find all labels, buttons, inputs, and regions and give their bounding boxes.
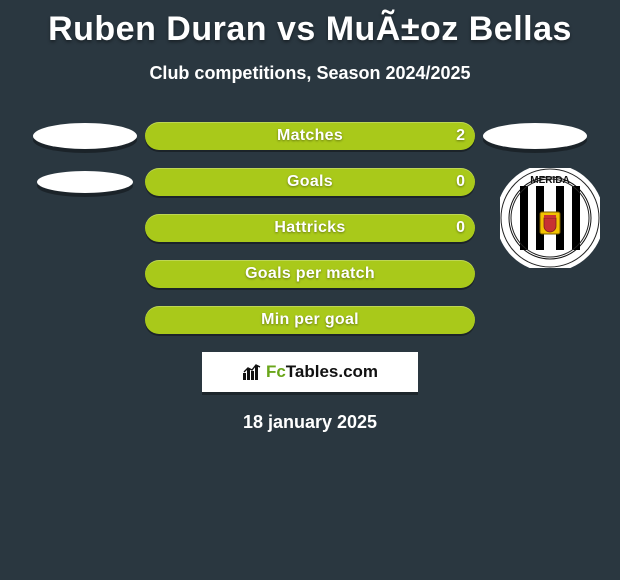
date-label: 18 january 2025 [0, 412, 620, 433]
attribution-prefix: Fc [266, 362, 286, 381]
stat-bar-matches: Matches 2 [145, 122, 475, 150]
stat-bar-goals: Goals 0 [145, 168, 475, 196]
stat-value: 0 [456, 173, 465, 191]
page-title: Ruben Duran vs MuÃ±oz Bellas [0, 0, 620, 49]
stat-bar-goals-per-match: Goals per match [145, 260, 475, 288]
club-logo-merida: MERIDA [500, 168, 600, 268]
stat-bar-hattricks: Hattricks 0 [145, 214, 475, 242]
left-placeholder-ellipse [33, 123, 137, 149]
stat-label: Hattricks [274, 219, 345, 237]
stat-label: Matches [277, 127, 343, 145]
stat-label: Goals per match [245, 265, 375, 283]
stat-value: 0 [456, 219, 465, 237]
stat-bar-min-per-goal: Min per goal [145, 306, 475, 334]
bar-chart-icon [242, 363, 262, 381]
left-placeholder-ellipse [37, 171, 133, 193]
attribution-rest: Tables.com [286, 362, 378, 381]
stat-label: Min per goal [261, 311, 359, 329]
attribution-badge: FcTables.com [202, 352, 418, 392]
stat-row: Min per goal [0, 306, 620, 334]
stat-row: Matches 2 [0, 122, 620, 150]
stat-value: 2 [456, 127, 465, 145]
subtitle: Club competitions, Season 2024/2025 [0, 63, 620, 84]
right-placeholder-ellipse [483, 123, 587, 149]
stat-label: Goals [287, 173, 333, 191]
club-logo-text: MERIDA [530, 175, 569, 186]
